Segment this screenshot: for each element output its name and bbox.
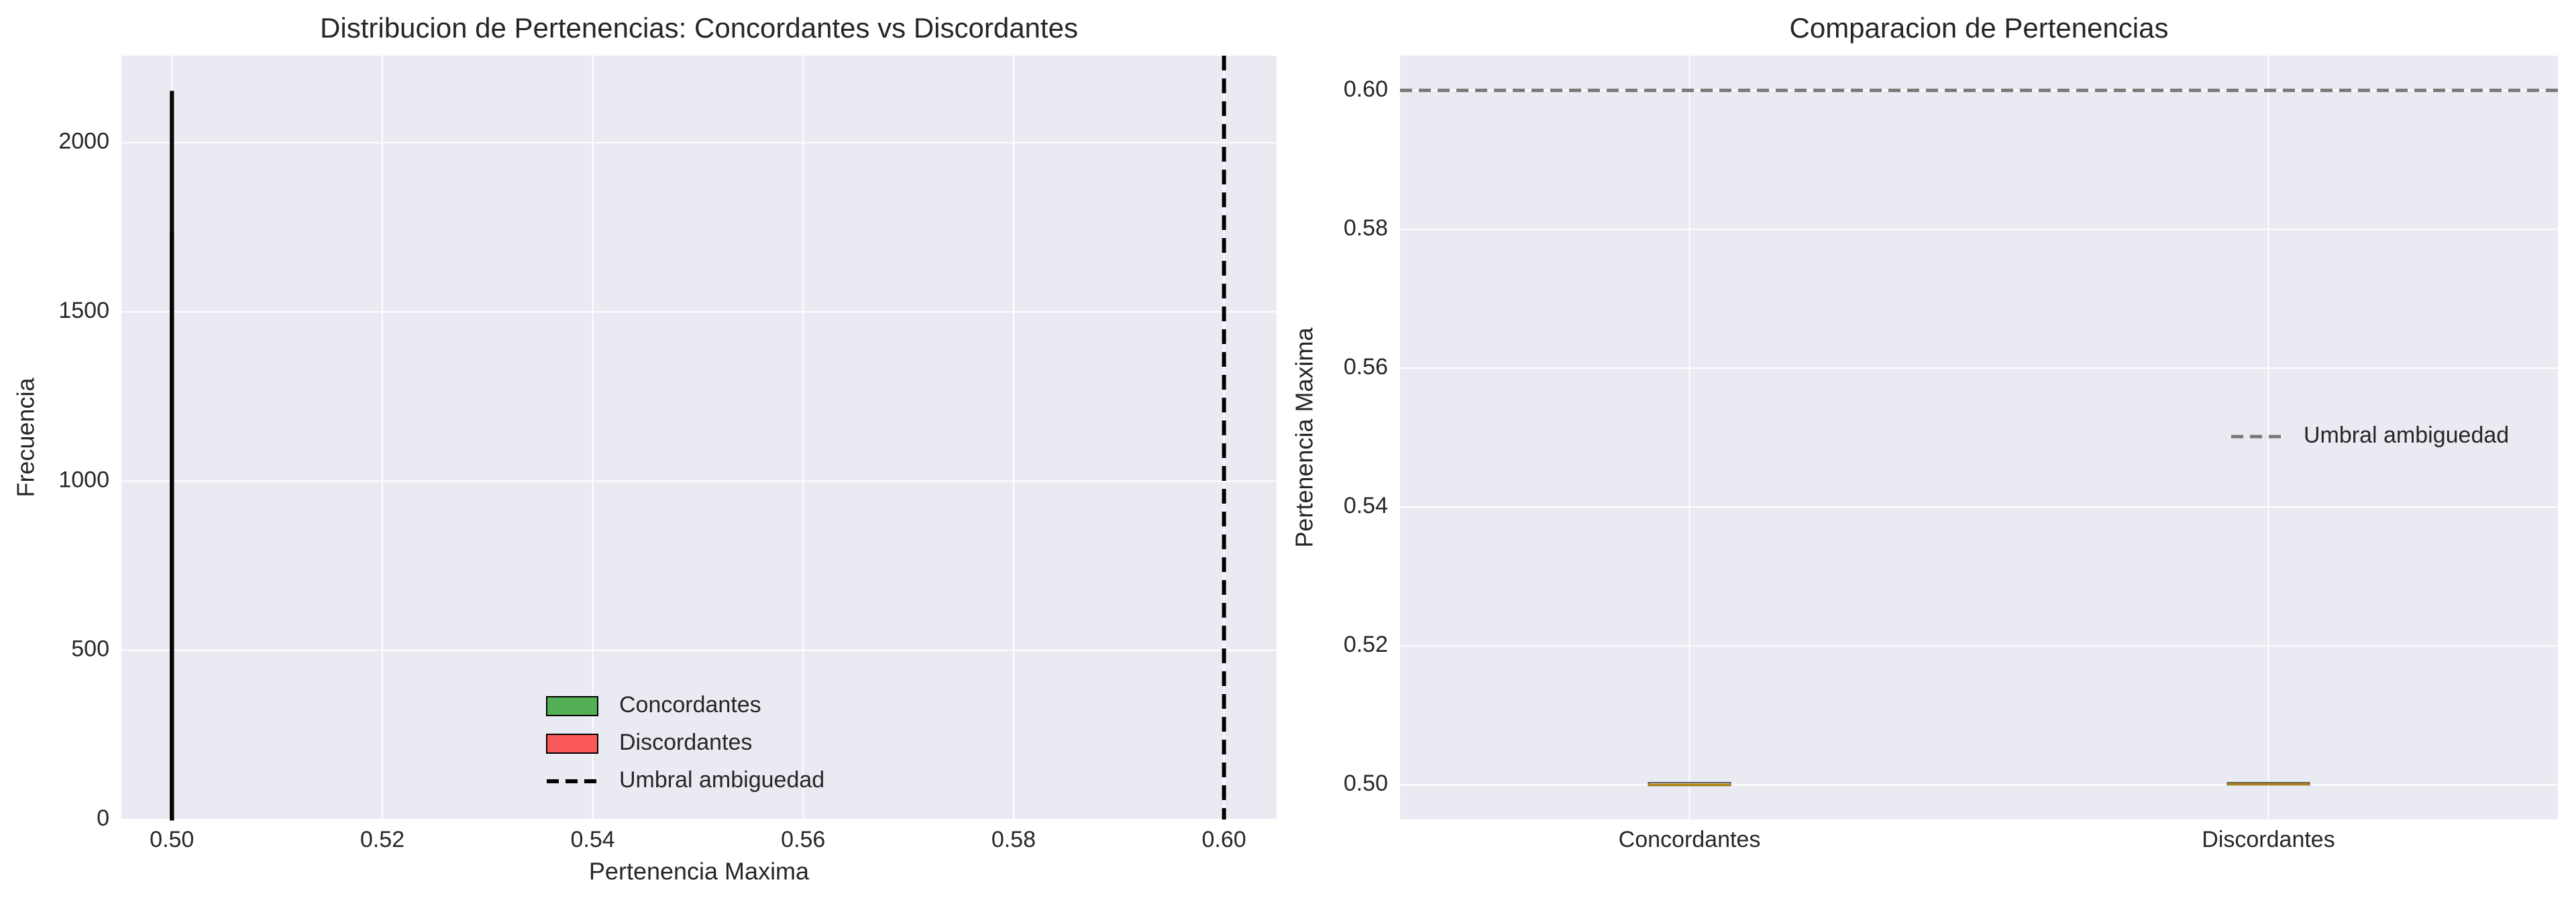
x-tick-label: Concordantes: [1619, 827, 1761, 852]
y-tick-label: 0: [97, 805, 109, 831]
y-tick-label: 2000: [58, 129, 109, 154]
y-axis-label: Frecuencia: [12, 377, 40, 497]
x-axis-label: Pertenencia Maxima: [589, 858, 810, 885]
y-tick-label: 0.58: [1344, 215, 1388, 241]
legend-swatch: [546, 696, 598, 716]
x-tick-label: 0.56: [781, 827, 825, 852]
legend-label: Concordantes: [619, 692, 761, 718]
chart-title: Distribucion de Pertenencias: Concordant…: [320, 12, 1078, 44]
legend-label: Umbral ambiguedad: [619, 767, 824, 793]
legend-label: Umbral ambiguedad: [2304, 422, 2509, 448]
x-tick-label: 0.52: [360, 827, 405, 852]
y-tick-label: 0.52: [1344, 632, 1388, 657]
plot-area: [1400, 56, 2558, 819]
x-tick-label: 0.50: [150, 827, 194, 852]
x-tick-label: 0.60: [1201, 827, 1246, 852]
plot-area: [121, 56, 1277, 819]
y-tick-label: 0.60: [1344, 76, 1388, 102]
y-tick-label: 500: [71, 636, 109, 662]
y-tick-label: 1500: [58, 298, 109, 323]
chart-title: Comparacion de Pertenencias: [1790, 12, 2169, 44]
y-tick-label: 0.56: [1344, 354, 1388, 380]
y-tick-label: 0.54: [1344, 493, 1388, 518]
x-tick-label: 0.54: [571, 827, 615, 852]
legend-label: Discordantes: [619, 730, 752, 755]
x-tick-label: 0.58: [991, 827, 1036, 852]
legend-swatch: [546, 734, 598, 754]
y-tick-label: 1000: [58, 467, 109, 492]
y-axis-label: Pertenencia Maxima: [1291, 327, 1318, 547]
x-tick-label: Discordantes: [2202, 827, 2334, 852]
y-tick-label: 0.50: [1344, 771, 1388, 796]
histogram-bar: [170, 233, 174, 821]
